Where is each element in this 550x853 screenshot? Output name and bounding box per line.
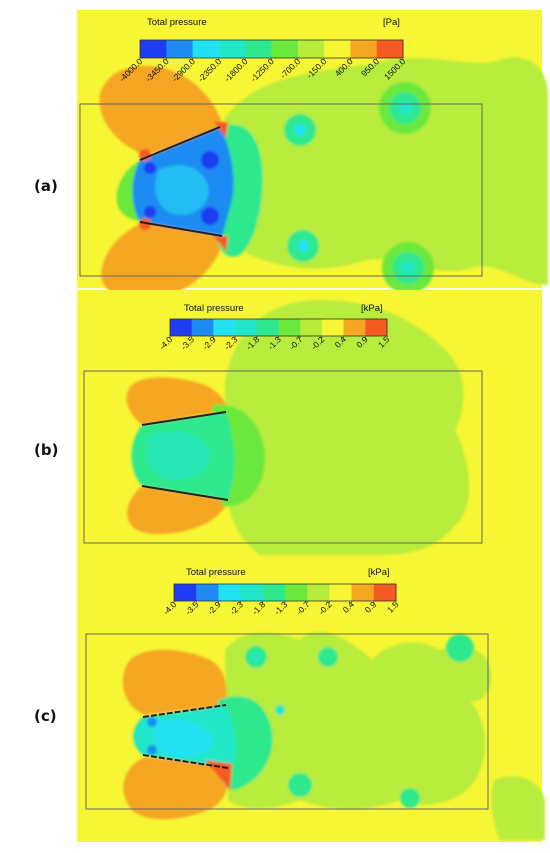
panel-a-low-spot-1 <box>201 151 219 169</box>
colorbar-swatch <box>218 584 242 601</box>
panel-a-domain-box <box>79 103 483 277</box>
panel-label-a: (a) <box>34 177 58 195</box>
panel-a-upper-lobe <box>99 65 224 155</box>
panel-a-core <box>155 165 209 215</box>
panel-c-low-spot-2 <box>147 745 157 755</box>
colorbar-swatch <box>300 319 323 336</box>
colorbar-swatch <box>343 319 366 336</box>
colorbar-swatch <box>285 584 308 601</box>
panel-c-upper-lobe <box>122 649 227 715</box>
colorbar-swatch <box>218 40 246 58</box>
colorbar-swatch <box>235 319 258 336</box>
colorbar-swatch <box>373 584 397 601</box>
panel-c-legend-title: Total pressure <box>186 567 246 578</box>
panel-a-tip-4 <box>214 236 228 252</box>
panel-b-throat-core <box>146 431 211 480</box>
panel-b-blade-bottom <box>141 485 229 501</box>
colorbar-swatch <box>376 40 404 58</box>
panel-b-lower-lobe <box>127 486 228 535</box>
colorbar-swatch <box>174 584 197 601</box>
colorbar-swatch <box>297 40 325 58</box>
colorbar-swatch <box>170 319 193 336</box>
colorbar-swatch <box>365 319 388 336</box>
panel-c-vortex-4 <box>400 788 420 808</box>
colorbar-swatch <box>271 40 299 58</box>
panel-a-low-spot-2 <box>201 207 219 225</box>
panel-a-vortex-1-core <box>294 124 306 136</box>
colorbar-swatch <box>192 40 220 58</box>
panel-a-tip-2 <box>139 218 151 230</box>
colorbar-swatch <box>307 584 330 601</box>
panel-a-tip-1 <box>139 149 151 161</box>
colorbar-swatch <box>256 319 279 336</box>
panel-c-blade-bottom <box>142 754 229 769</box>
panel-b-upper-lobe <box>126 377 228 425</box>
panel-a-tip-3 <box>214 122 228 138</box>
colorbar-swatch <box>196 584 219 601</box>
panel-c-vortex-1-core <box>251 652 261 662</box>
colorbar-swatch <box>278 319 301 336</box>
panel-a-contours <box>99 57 549 300</box>
panel-a-low-spot-3 <box>144 162 156 174</box>
panel-a-vortex-4-core <box>401 261 415 275</box>
panel-b-contours <box>126 300 470 555</box>
panel-c: Total pressure [kPa] -4.0 -3.5 -2.9 -2.3 -1.… <box>77 560 545 842</box>
panel-a-vortex-2-core <box>297 240 309 252</box>
panel-c-lower-lobe <box>123 757 229 820</box>
panel-c-contours <box>122 631 545 840</box>
panel-c-domain-box <box>85 633 489 810</box>
colorbar-swatch <box>351 584 375 601</box>
panel-a-legend-unit: [Pa] <box>383 17 400 28</box>
panel-a-wake <box>222 57 549 286</box>
panel-a-legend-title: Total pressure <box>147 17 207 28</box>
colorbar-swatch <box>140 40 167 58</box>
panel-a: Total pressure [Pa] -4000.0-3450.0-2900.… <box>77 10 549 300</box>
panel-b-legend-unit: [kPa] <box>361 303 383 314</box>
colorbar-swatch <box>262 584 286 601</box>
panel-label-c: (c) <box>34 707 57 725</box>
panel-c-vortex-6 <box>275 705 285 715</box>
panel-c-legend-unit: [kPa] <box>368 567 390 578</box>
colorbar-swatch <box>191 319 214 336</box>
panel-c-vortex-3 <box>446 634 474 662</box>
colorbar-swatch <box>329 584 353 601</box>
panel-b-legend-title: Total pressure <box>184 303 244 314</box>
panel-c-wake-right <box>491 776 545 840</box>
panel-a-blade-bottom <box>139 221 223 237</box>
panel-label-b: (b) <box>34 441 59 459</box>
panel-c-throat-core <box>152 719 213 758</box>
colorbar-swatch <box>324 40 351 58</box>
panel-b: Total pressure [kPa] -4.0 -3.5 -2.9 -2.3 -1.… <box>77 290 542 560</box>
colorbar-swatch <box>166 40 194 58</box>
colorbar-swatch <box>213 319 236 336</box>
colorbar-swatch <box>240 584 264 601</box>
panel-c-vortex-2 <box>318 647 338 667</box>
panel-c-low-spot-1 <box>147 717 157 727</box>
colorbar-swatch <box>321 319 345 336</box>
panel-a-low-spot-4 <box>144 206 156 218</box>
colorbar-swatch <box>245 40 272 58</box>
panel-a-vortex-3-core <box>398 101 412 115</box>
panel-a-blade-top <box>139 126 221 161</box>
panel-c-vortex-5 <box>288 773 312 797</box>
panel-c-blade-top <box>142 704 227 718</box>
panel-a-lower-lobe <box>101 222 224 300</box>
colorbar-swatch <box>350 40 378 58</box>
panel-b-domain-box <box>83 370 483 544</box>
panel-c-wake <box>225 631 492 809</box>
panel-b-blade-top <box>141 411 227 426</box>
panel-b-wake <box>225 300 470 555</box>
